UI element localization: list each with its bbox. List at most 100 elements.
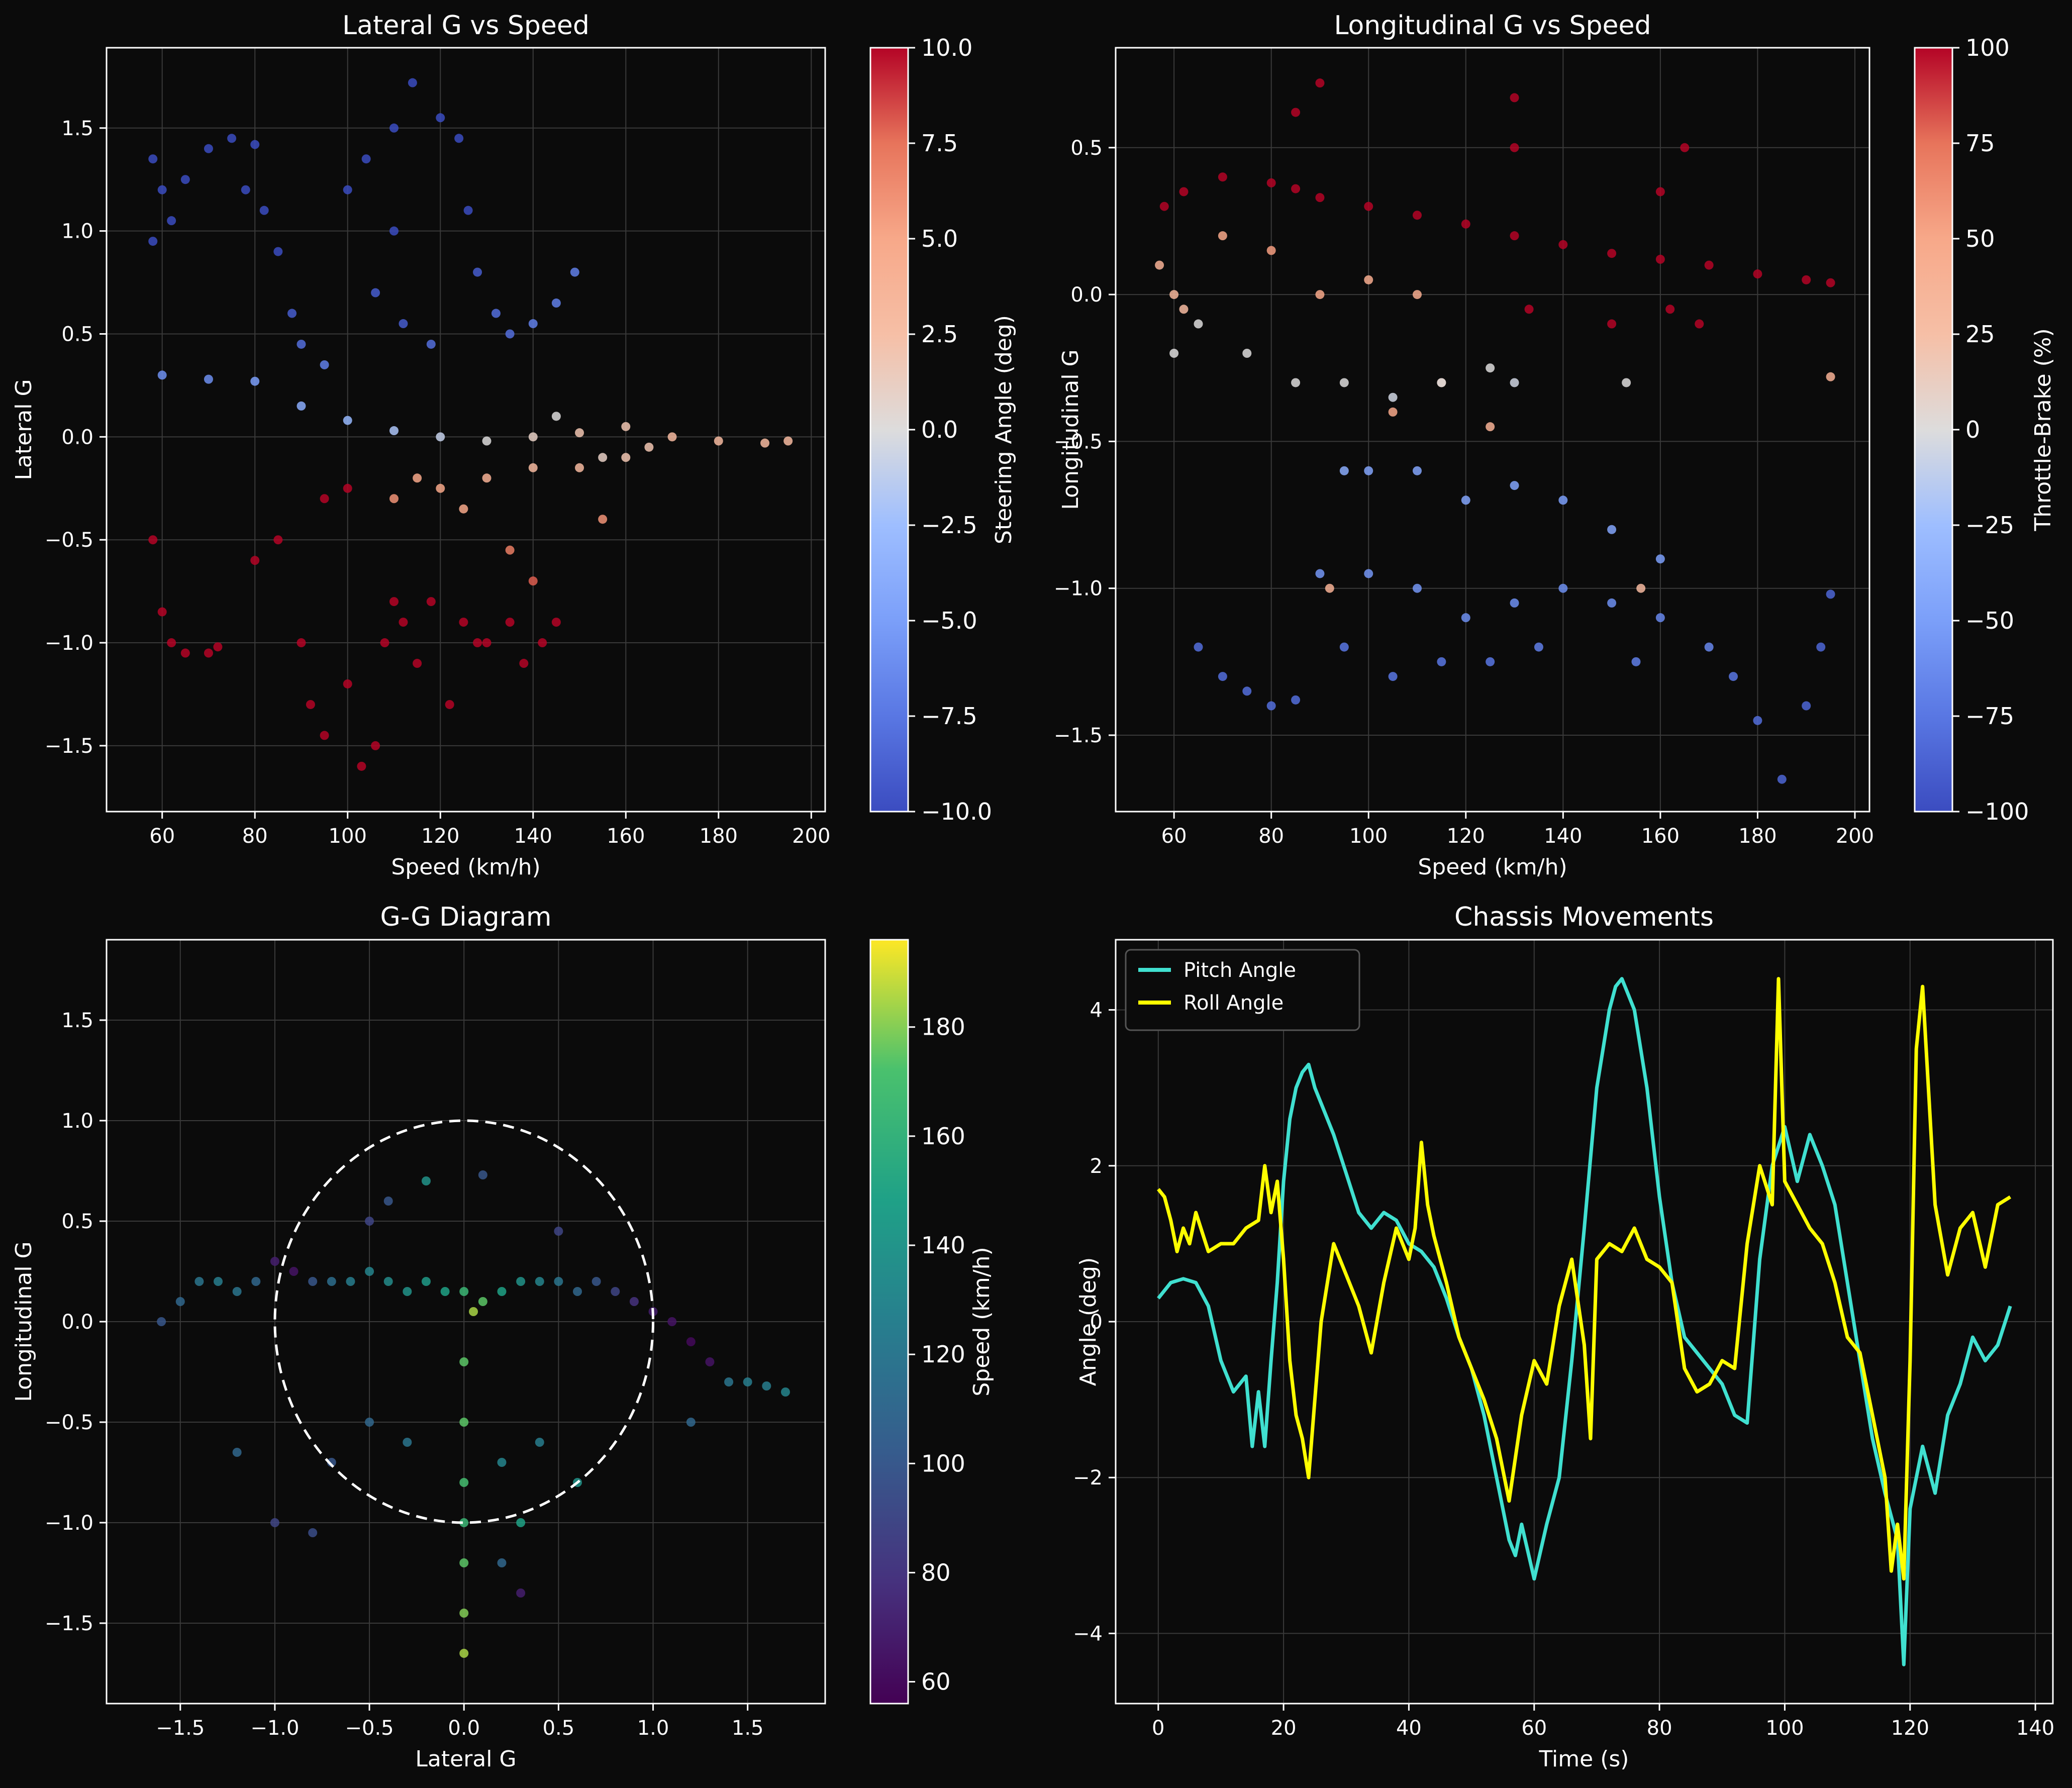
scatter-point — [1461, 219, 1470, 229]
scatter-point — [413, 659, 422, 668]
y-tick-label: 0.5 — [1070, 137, 1103, 160]
scatter-point — [497, 1558, 507, 1567]
x-tick-label: 100 — [329, 825, 367, 848]
colorbar-throttle — [1914, 47, 1953, 813]
scatter-point — [1558, 495, 1568, 505]
scatter-point — [1437, 657, 1446, 666]
scatter-point — [783, 436, 793, 446]
scatter-point — [1510, 481, 1519, 490]
xlabel-longitudinal-g: Speed (km/h) — [1418, 854, 1567, 880]
scatter-point — [380, 638, 389, 648]
ticks-chassis: 0 20 40 60 80 100 120 140 −4 −2 0 2 4 — [1073, 999, 2054, 1740]
scatter-point — [1169, 290, 1179, 300]
scatter-point — [714, 436, 723, 446]
scatter-point — [598, 515, 608, 524]
x-tick-label: −1.5 — [156, 1717, 205, 1740]
colorbar-tick-label: −5.0 — [921, 607, 977, 634]
colorbar-ticks-steering: −10.0 −7.5 −5.0 −2.5 0.0 2.5 5.0 7.5 10.0 — [908, 34, 992, 825]
x-tick-label: 140 — [514, 825, 552, 848]
scatter-point — [383, 1197, 393, 1206]
x-tick-label: 40 — [1396, 1717, 1422, 1740]
scatter-point — [365, 1418, 374, 1427]
scatter-point — [320, 494, 329, 504]
scatter-point — [421, 1277, 431, 1286]
x-tick-label: −0.5 — [345, 1717, 394, 1740]
scatter-point — [343, 416, 352, 425]
scatter-point — [1486, 422, 1495, 432]
scatter-point — [459, 1418, 469, 1427]
scatter-points-gg-diagram — [157, 1170, 790, 1658]
scatter-point — [1753, 269, 1762, 279]
legend-box — [1125, 949, 1360, 1031]
scatter-point — [250, 140, 260, 149]
scatter-point — [204, 374, 213, 384]
scatter-point — [459, 1649, 469, 1658]
scatter-point — [389, 123, 399, 133]
colorbar-tick-label: −10.0 — [921, 798, 992, 825]
ticks-longitudinal-g: 60 80 100 120 140 160 180 200 −1.5 −1.0 −0.5 0.0 0.5 — [1054, 137, 1874, 848]
title-gg-diagram: G-G Diagram — [380, 902, 551, 932]
scatter-point — [1413, 583, 1422, 593]
y-tick-label: 1.0 — [61, 220, 93, 243]
colorbar-tick-label: 160 — [921, 1123, 965, 1150]
scatter-point — [591, 1277, 601, 1286]
scatter-point — [1339, 642, 1349, 652]
scatter-point — [1461, 495, 1470, 505]
scatter-point — [371, 741, 380, 750]
scatter-point — [505, 618, 515, 627]
scatter-point — [459, 1287, 469, 1296]
scatter-point — [213, 642, 223, 652]
scatter-point — [463, 206, 473, 215]
scatter-point — [389, 597, 399, 607]
y-tick-label: 0 — [1090, 1311, 1103, 1334]
ylabel-chassis: Angle (deg) — [1075, 1257, 1101, 1386]
scatter-point — [157, 607, 167, 617]
scatter-point — [1218, 672, 1227, 681]
colorbar-tick-label: 50 — [1965, 225, 1995, 252]
scatter-point — [482, 473, 491, 483]
scatter-point — [1413, 466, 1422, 475]
scatter-point — [459, 1357, 469, 1366]
scatter-point — [570, 267, 579, 277]
scatter-point — [705, 1357, 715, 1366]
scatter-point — [1266, 178, 1276, 187]
scatter-point — [478, 1297, 487, 1306]
scatter-point — [1266, 246, 1276, 255]
scatter-point — [554, 1277, 563, 1286]
x-tick-label: 140 — [2016, 1717, 2054, 1740]
y-tick-label: 0.5 — [61, 323, 93, 346]
scatter-points-lateral-g — [148, 78, 793, 771]
scatter-point — [528, 432, 538, 442]
scatter-point — [1364, 275, 1373, 284]
scatter-point — [575, 428, 584, 438]
scatter-point — [175, 1297, 185, 1306]
panel-gg-diagram: −1.5 −1.0 −0.5 0.0 0.5 1.0 1.5 −1.5 −1.0 −0.5 0.0 0… — [11, 902, 995, 1772]
scatter-point — [1461, 613, 1470, 623]
scatter-point — [1607, 598, 1617, 608]
scatter-point — [421, 1176, 431, 1185]
colorbar-label-throttle: Throttle-Brake (%) — [2030, 328, 2056, 531]
scatter-point — [214, 1277, 223, 1286]
scatter-point — [440, 1287, 450, 1296]
scatter-point — [621, 453, 631, 462]
scatter-point — [535, 1277, 544, 1286]
scatter-point — [1655, 554, 1665, 564]
panel-chassis-movements: 0 20 40 60 80 100 120 140 −4 −2 0 2 4 Chassis Moveme… — [1073, 902, 2054, 1772]
scatter-point — [157, 370, 167, 380]
scatter-point — [1524, 305, 1534, 314]
scatter-point — [621, 422, 631, 431]
scatter-point — [1695, 319, 1704, 329]
scatter-point — [1291, 108, 1301, 117]
scatter-point — [528, 463, 538, 472]
scatter-point — [482, 638, 491, 648]
ylabel-gg-diagram: Longitudinal G — [11, 1241, 37, 1402]
scatter-point — [1242, 686, 1252, 696]
scatter-point — [459, 1478, 469, 1487]
ylabel-longitudinal-g: Longitudinal G — [1058, 349, 1083, 510]
scatter-point — [528, 576, 538, 586]
colorbar-tick-label: −7.5 — [921, 703, 977, 730]
scatter-point — [1388, 392, 1398, 402]
y-tick-label: 1.0 — [61, 1110, 93, 1133]
scatter-point — [1802, 275, 1811, 284]
scatter-point — [1607, 525, 1617, 534]
